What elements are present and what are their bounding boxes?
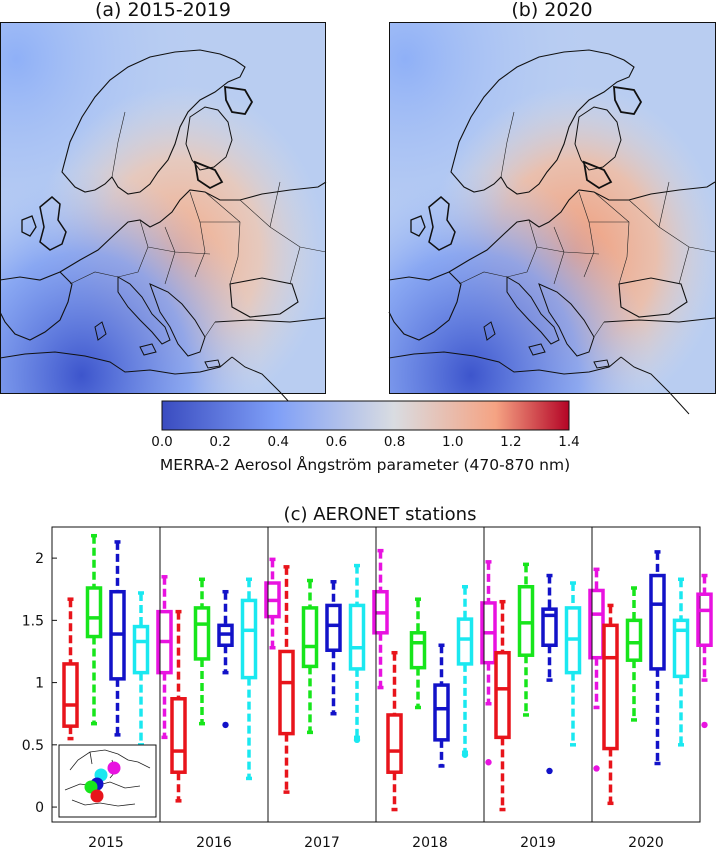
outlier-point [353,736,361,744]
iqr-box [325,603,342,652]
iqr-box [409,631,427,670]
right-map [388,22,716,415]
box-2018-4 [480,560,497,766]
left-map [0,22,327,415]
box-2020-2 [649,550,666,766]
colorbar-tick-label: 1.2 [500,434,521,450]
iqr-box [386,713,403,774]
box-2017-3 [348,563,366,744]
box-2018-1 [409,597,427,710]
iqr-box [240,598,258,680]
iqr-box [193,606,211,661]
colorbar [161,400,570,431]
station-marker [107,761,121,775]
iqr-box [696,592,713,647]
box-2016-2 [217,589,234,729]
box-2018-0 [386,650,403,812]
box-2020-0 [602,603,619,806]
box-2016-3 [240,577,258,781]
chart-title: (c) AERONET stations [284,504,477,525]
iqr-box [278,649,295,736]
outlier-point [222,721,229,729]
outlier-point [701,721,708,729]
outlier-point [546,767,553,775]
x-tick-label: 2016 [196,835,232,850]
y-tick-label: 1 [35,676,44,692]
box-2018-3 [456,584,474,758]
station-marker [90,789,104,803]
iqr-box [170,697,187,774]
box-2016-1 [193,577,211,726]
boxplot-area: 0 0.5 1 1.5 2 2015 2016 2017 2018 2019 2020 [22,526,713,850]
iqr-box [456,617,474,666]
colorbar-tick-label: 0.0 [151,434,172,450]
box-2017-0 [278,565,295,794]
iqr-box [625,618,643,662]
y-tick-label: 0.5 [22,738,44,754]
outlier-point [485,759,492,766]
x-tick-label: 2017 [304,835,340,850]
outlier-point [461,751,469,758]
iqr-box [602,623,619,751]
x-tick-label: 2019 [520,835,556,850]
iqr-box [541,607,558,647]
iqr-box [433,683,450,742]
box-2017-4 [372,548,389,690]
colorbar-label: MERRA-2 Aerosol Ångström parameter (470-… [160,455,570,474]
left-map-title: (a) 2015-2019 [95,0,231,21]
x-tick-label: 2020 [628,835,664,850]
box-2017-2 [325,580,342,716]
box-2020-3 [672,577,690,747]
box-2020-1 [625,586,643,722]
colorbar-tick-label: 1.4 [558,434,579,450]
box-2015-4 [156,575,173,740]
iqr-box [649,573,666,671]
station-inset-map [58,744,157,818]
colorbar-ticks: 0.0 0.2 0.4 0.6 0.8 1.0 1.2 1.4 [151,434,579,450]
right-map-title: (b) 2020 [511,0,592,21]
iqr-box [85,586,103,639]
y-tick-label: 1.5 [22,613,44,629]
iqr-box [62,662,79,728]
iqr-box [301,606,319,669]
box-2015-3 [132,591,150,747]
colorbar-tick-label: 0.4 [268,434,289,450]
box-2015-2 [109,540,126,737]
iqr-box [672,618,690,679]
box-2015-1 [85,533,103,726]
y-tick-label: 0 [35,800,44,816]
iqr-box [132,624,150,675]
y-tick-label: 2 [35,551,44,567]
box-2017-1 [301,578,319,735]
x-tick-label: 2015 [88,835,124,850]
iqr-box [348,603,366,671]
box-2019-1 [517,562,535,717]
box-2018-2 [433,643,450,768]
outlier-point [593,765,600,772]
box-2019-3 [564,581,582,747]
box-2016-0 [170,609,187,803]
box-2020-4 [696,573,713,729]
colorbar-tick-label: 0.2 [209,434,230,450]
colorbar-tick-label: 0.8 [384,434,405,450]
iqr-box [494,650,511,740]
box-2019-2 [541,573,558,775]
colorbar-tick-label: 0.6 [326,434,347,450]
box-2015-0 [62,597,79,741]
colorbar-tick-label: 1.0 [442,434,463,450]
x-tick-label: 2018 [412,835,448,850]
iqr-box [517,584,535,657]
box-2019-0 [494,599,511,812]
